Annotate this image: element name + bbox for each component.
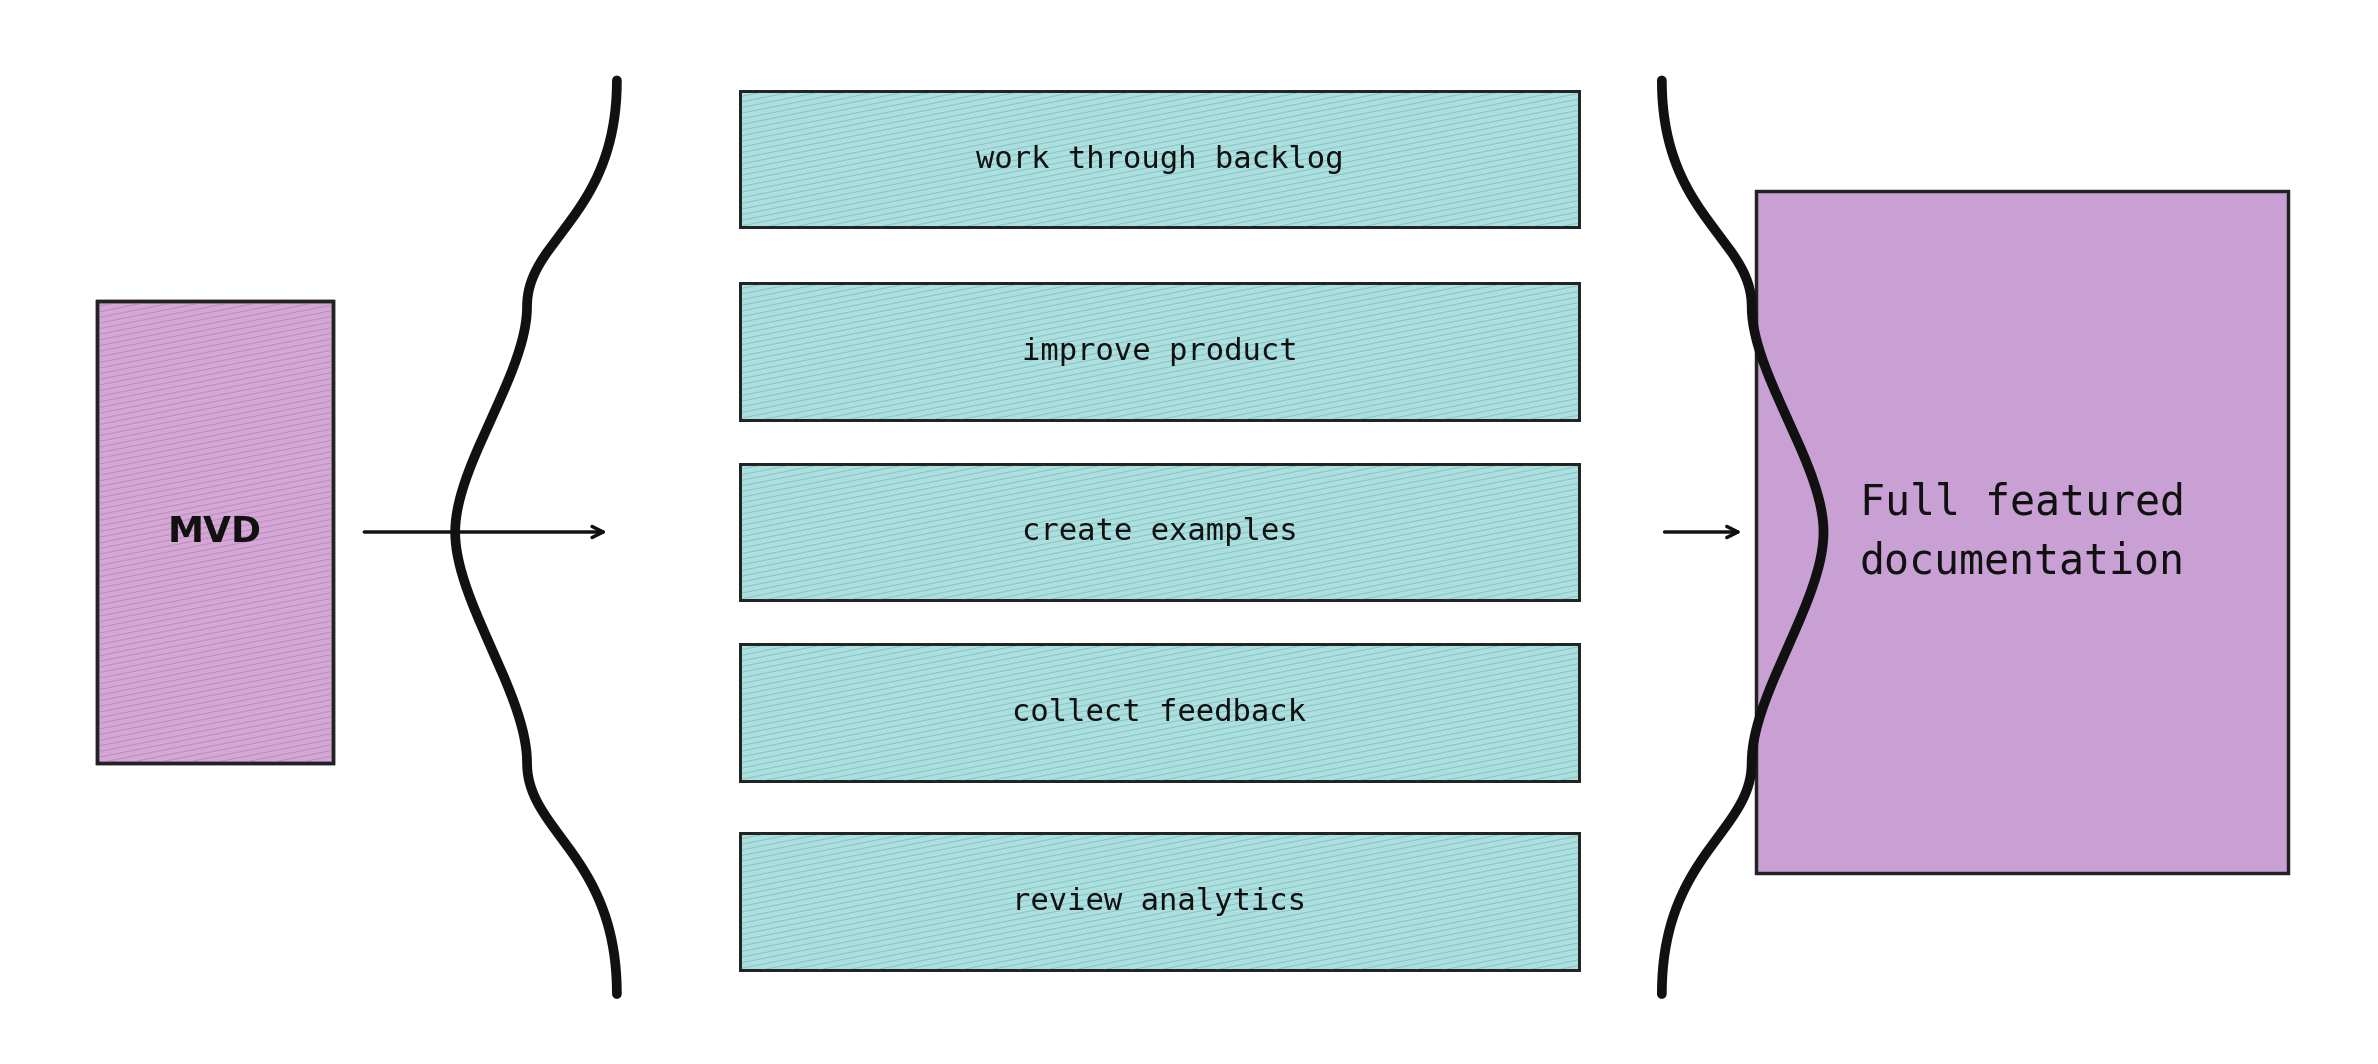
Text: review analytics: review analytics xyxy=(1013,887,1306,916)
Bar xyxy=(740,833,1579,970)
Text: work through backlog: work through backlog xyxy=(975,145,1344,173)
Bar xyxy=(740,464,1579,600)
Bar xyxy=(97,301,333,763)
Bar xyxy=(740,283,1579,419)
Bar xyxy=(740,90,1579,228)
Bar xyxy=(740,645,1579,781)
Bar xyxy=(740,283,1579,419)
Text: MVD: MVD xyxy=(169,515,262,549)
Bar xyxy=(740,645,1579,781)
Text: improve product: improve product xyxy=(1023,337,1298,366)
Bar xyxy=(740,464,1579,600)
Bar xyxy=(1757,190,2288,874)
Bar xyxy=(97,301,333,763)
Bar xyxy=(740,833,1579,970)
Bar xyxy=(740,90,1579,228)
Text: Full featured
documentation: Full featured documentation xyxy=(1860,482,2185,582)
Text: collect feedback: collect feedback xyxy=(1013,698,1306,727)
Text: create examples: create examples xyxy=(1023,517,1298,547)
